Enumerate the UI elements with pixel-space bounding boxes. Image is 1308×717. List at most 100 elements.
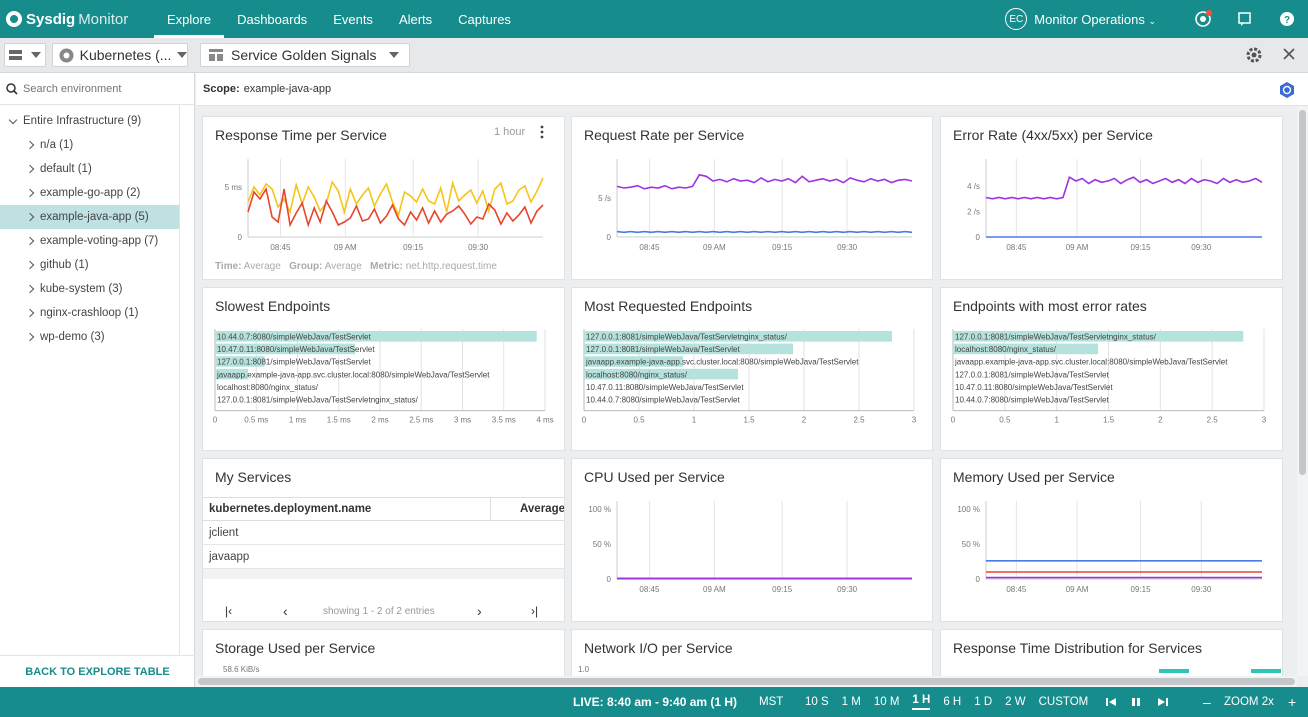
- time-range-option[interactable]: 1 D: [974, 696, 993, 708]
- panel-my-services[interactable]: My Services kubernetes.deployment.name A…: [202, 458, 565, 622]
- table-row[interactable]: jclient: [203, 521, 564, 545]
- bar[interactable]: [584, 368, 738, 380]
- tree-item[interactable]: wp-demo (3): [0, 325, 179, 349]
- next-page-icon[interactable]: ›: [477, 603, 482, 619]
- tree-label: wp-demo (3): [40, 331, 105, 343]
- first-page-icon[interactable]: |‹: [225, 604, 233, 618]
- bar[interactable]: [584, 343, 793, 355]
- tree-item[interactable]: n/a (1): [0, 133, 179, 157]
- live-time-range: LIVE: 8:40 am - 9:40 am (1 H): [573, 695, 738, 709]
- bar-label: 127.0.0.1:8081/simpleWebJava/TestServlet: [955, 370, 1109, 379]
- user-avatar[interactable]: EC: [1005, 8, 1028, 30]
- memory-chart: 100 % 50 % 0 08:45 09 AM 09:15 09:30: [957, 501, 1262, 594]
- layout-toggle-button[interactable]: [4, 43, 46, 67]
- x-tick-label: 09:30: [837, 585, 858, 594]
- panel-most-requested[interactable]: Most Requested Endpoints 0 0.5 1 1.5 2 2.5 3 12…: [571, 287, 933, 451]
- panel-memory-used[interactable]: Memory Used per Service 100 % 50 % 0 08:45 0…: [940, 458, 1283, 622]
- scrollbar-thumb[interactable]: [198, 678, 1295, 685]
- x-tick-label: 2: [1158, 416, 1163, 425]
- bar[interactable]: [953, 331, 1244, 342]
- table-scrollbar[interactable]: [203, 569, 564, 579]
- search-box: [0, 73, 194, 105]
- nav-item-explore[interactable]: Explore: [154, 0, 225, 38]
- bar[interactable]: [953, 343, 1099, 355]
- time-range-option[interactable]: 1 H: [912, 694, 931, 710]
- x-tick-label: 3: [1262, 416, 1267, 425]
- bar[interactable]: [584, 356, 683, 367]
- time-range-option[interactable]: 10 M: [873, 696, 900, 708]
- time-range-option[interactable]: 10 S: [805, 696, 829, 708]
- column-header-deployment[interactable]: kubernetes.deployment.name: [203, 498, 491, 520]
- settings-gear-icon[interactable]: [1246, 47, 1262, 68]
- last-page-icon[interactable]: ›|: [531, 604, 539, 618]
- panel-error-rate[interactable]: Error Rate (4xx/5xx) per Service 4 /s 2 /…: [940, 116, 1283, 280]
- series-line: [616, 230, 913, 234]
- sidebar-scrollbar[interactable]: [179, 105, 195, 655]
- time-range-option[interactable]: 2 W: [1005, 696, 1026, 708]
- timezone-label[interactable]: MST: [759, 696, 784, 708]
- nav-item-alerts[interactable]: Alerts: [398, 11, 433, 27]
- pause-icon[interactable]: [1132, 687, 1141, 717]
- panel-storage-used[interactable]: Storage Used per Service 58.6 KiB/s: [202, 629, 565, 676]
- table-row[interactable]: javaapp: [203, 545, 564, 569]
- bar[interactable]: [584, 331, 892, 342]
- tree-item[interactable]: example-java-app (5): [0, 205, 179, 229]
- search-environment-input[interactable]: [23, 82, 183, 95]
- panel-title: Storage Used per Service: [215, 640, 376, 656]
- scrollbar-thumb[interactable]: [1299, 110, 1306, 475]
- panel-response-time[interactable]: Response Time per Service 1 hour 5 ms 0 08…: [202, 116, 565, 280]
- panel-cpu-used[interactable]: CPU Used per Service 100 % 50 % 0 08:45 09 A…: [571, 458, 933, 622]
- x-tick-label: 08:45: [1006, 243, 1027, 252]
- time-range-option[interactable]: 6 H: [943, 696, 962, 708]
- tree-root[interactable]: Entire Infrastructure (9): [0, 109, 179, 133]
- x-tick-label: 0: [582, 416, 587, 425]
- skip-forward-icon[interactable]: [1158, 687, 1168, 717]
- close-icon[interactable]: [1282, 47, 1296, 66]
- bar[interactable]: [215, 331, 537, 342]
- team-selector[interactable]: Monitor Operations ⌄: [1034, 12, 1156, 27]
- nav-item-events[interactable]: Events: [333, 11, 373, 27]
- skip-back-icon[interactable]: [1106, 687, 1116, 717]
- time-range-option[interactable]: 1 M: [841, 696, 861, 708]
- tree-item[interactable]: example-go-app (2): [0, 181, 179, 205]
- zoom-out-icon[interactable]: –: [1203, 694, 1211, 710]
- panel-title: CPU Used per Service: [584, 469, 725, 485]
- bar[interactable]: [215, 368, 248, 380]
- grouping-selector[interactable]: Kubernetes (...: [52, 43, 188, 67]
- bar[interactable]: [215, 356, 265, 367]
- panel-most-errors[interactable]: Endpoints with most error rates 0 0.5 1 1.5…: [940, 287, 1283, 451]
- x-tick-label: 09:30: [1191, 585, 1212, 594]
- help-icon[interactable]: ?: [1278, 10, 1296, 28]
- histogram-bar: [1251, 669, 1281, 673]
- bar-label: javaapp.example-java-app.svc.cluster.loc…: [216, 370, 490, 379]
- sysdig-logo[interactable]: Sysdig Monitor: [6, 11, 154, 28]
- panel-slowest-endpoints[interactable]: Slowest Endpoints 0 0.5 ms 1 ms 1.5 ms 2 ms 2…: [202, 287, 565, 451]
- kubernetes-scope-icon[interactable]: [1278, 81, 1296, 99]
- dashboard-horizontal-scrollbar[interactable]: [196, 676, 1297, 687]
- tree-item[interactable]: example-voting-app (7): [0, 229, 179, 253]
- tree-item[interactable]: default (1): [0, 157, 179, 181]
- panel-response-time-distribution[interactable]: Response Time Distribution for Services: [940, 629, 1283, 676]
- bar[interactable]: [215, 343, 356, 355]
- nav-item-captures[interactable]: Captures: [458, 11, 511, 27]
- back-to-explore-table-link[interactable]: BACK TO EXPLORE TABLE: [0, 655, 195, 687]
- scope-label: Scope:: [203, 83, 240, 95]
- notifications-icon[interactable]: [1194, 10, 1212, 28]
- chat-icon[interactable]: [1236, 10, 1254, 28]
- nav-item-dashboards[interactable]: Dashboards: [237, 11, 308, 27]
- tree-label: github (1): [40, 259, 89, 271]
- dashboard-selector[interactable]: Service Golden Signals: [200, 43, 410, 67]
- column-header-average[interactable]: Average: [520, 503, 565, 515]
- dashboard-vertical-scrollbar[interactable]: [1297, 106, 1308, 676]
- panel-request-rate[interactable]: Request Rate per Service 5 /s 0 08:45 09 AM…: [571, 116, 933, 280]
- tree-item[interactable]: kube-system (3): [0, 277, 179, 301]
- zoom-in-icon[interactable]: +: [1288, 694, 1297, 710]
- panel-network-io[interactable]: Network I/O per Service 1.0: [571, 629, 933, 676]
- tree-item[interactable]: github (1): [0, 253, 179, 277]
- time-range-option[interactable]: CUSTOM: [1038, 696, 1089, 708]
- y-tick-label: 0: [976, 575, 981, 584]
- more-options-icon[interactable]: [539, 125, 545, 144]
- prev-page-icon[interactable]: ‹: [283, 603, 288, 619]
- bar-label: 127.0.0.1:8081/simpleWebJava/TestServlet…: [586, 333, 788, 342]
- tree-item[interactable]: nginx-crashloop (1): [0, 301, 179, 325]
